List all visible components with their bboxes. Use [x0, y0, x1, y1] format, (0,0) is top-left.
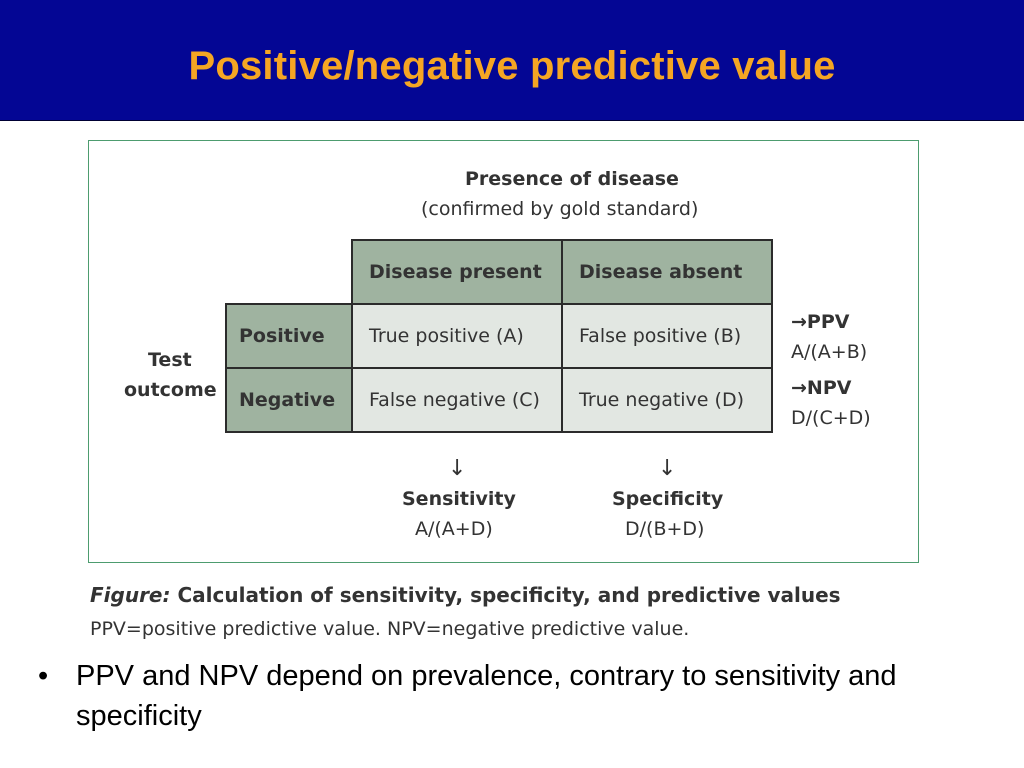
ppv-label: →PPV: [791, 311, 850, 333]
test-outcome-label-line1: Test: [148, 349, 192, 371]
npv-formula: D/(C+D): [791, 407, 871, 429]
title-bar: Positive/negative predictive value: [0, 0, 1024, 121]
ppv-formula: A/(A+B): [791, 341, 868, 363]
sensitivity-label: Sensitivity: [402, 488, 516, 510]
specificity-label: Specificity: [612, 488, 724, 510]
cell-false-negative: False negative (C): [351, 367, 563, 433]
caption-title: Calculation of sensitivity, specificity,…: [170, 583, 841, 607]
specificity-formula: D/(B+D): [625, 518, 705, 540]
bullet-text: PPV and NPV depend on prevalence, contra…: [76, 660, 897, 732]
contingency-table: Disease present Disease absent Positive …: [225, 239, 773, 433]
cell-false-positive: False positive (B): [561, 303, 773, 369]
col-header-disease-absent: Disease absent: [561, 239, 773, 305]
presence-heading-line2: (confirmed by gold standard): [421, 198, 699, 220]
sensitivity-formula: A/(A+D): [415, 518, 493, 540]
bullet-symbol: •: [38, 660, 49, 692]
cell-true-positive: True positive (A): [351, 303, 563, 369]
slide-title: Positive/negative predictive value: [188, 43, 836, 88]
figure-caption-note: PPV=positive predictive value. NPV=negat…: [90, 618, 690, 640]
npv-label: →NPV: [791, 377, 852, 399]
presence-heading-line1: Presence of disease: [465, 168, 679, 190]
figure-caption-title: Figure: Calculation of sensitivity, spec…: [90, 583, 841, 607]
test-outcome-label-line2: outcome: [124, 379, 217, 401]
sensitivity-arrow-icon: ↓: [448, 456, 467, 481]
cell-true-negative: True negative (D): [561, 367, 773, 433]
figure-frame: [88, 140, 919, 563]
row-header-negative: Negative: [225, 367, 353, 433]
row-header-positive: Positive: [225, 303, 353, 369]
caption-prefix: Figure:: [90, 583, 171, 607]
bullet-item: • PPV and NPV depend on prevalence, cont…: [38, 656, 988, 736]
col-header-disease-present: Disease present: [351, 239, 563, 305]
table-corner: [226, 240, 353, 305]
specificity-arrow-icon: ↓: [658, 456, 677, 481]
